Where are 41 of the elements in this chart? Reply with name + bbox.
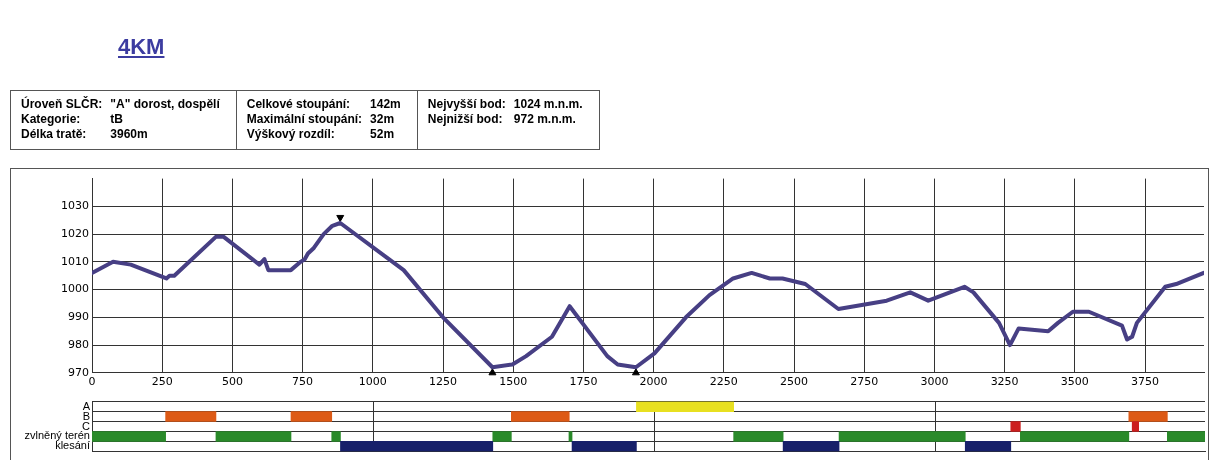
y-tick-label: zvlněný terén	[24, 429, 90, 442]
chart-title: 4KM	[118, 34, 165, 60]
x-tick-label: 2500	[780, 375, 809, 389]
bar	[838, 431, 966, 442]
x-tick-label: 1250	[429, 375, 458, 389]
text: Kategorie: tB	[21, 112, 124, 126]
bar	[636, 401, 734, 412]
x-tick-label: 1750	[569, 375, 598, 389]
x-tick-label: 1500	[499, 375, 528, 389]
y-tick-label: 970	[68, 365, 89, 379]
text: Délka tratě: 3960m	[21, 127, 148, 141]
y-tick-label: 1010	[61, 254, 89, 268]
y-tick-label: 1000	[61, 282, 89, 296]
bar	[733, 431, 784, 442]
text: Nejvyšší bod: 1024 m.n.m.	[427, 97, 584, 111]
x-tick-label: 250	[151, 375, 173, 389]
y-tick-label: 1030	[61, 199, 89, 213]
y-tick-label: 980	[68, 337, 89, 351]
x-tick-label: 3250	[990, 375, 1019, 389]
x-tick-label: 3000	[920, 375, 949, 389]
x-tick-label: 750	[292, 375, 314, 389]
x-tick-label: 0	[88, 375, 96, 389]
text: Výškový rozdíl: 52m	[246, 127, 395, 141]
x-tick-label: 2000	[639, 375, 668, 389]
x-tick-label: 500	[221, 375, 243, 389]
text: Maximální stoupání: 32m	[246, 112, 396, 126]
x-tick-label: 1000	[358, 375, 387, 389]
y-tick-label: B	[82, 409, 90, 422]
bar	[1020, 431, 1130, 442]
x-tick-label: 2750	[850, 375, 879, 389]
text: Nejnižší bod: 972 m.n.m.	[427, 112, 577, 126]
x-tick-label: 2250	[709, 375, 738, 389]
y-tick-label: 1020	[61, 226, 89, 240]
bar	[1167, 431, 1205, 442]
y-tick-label: 990	[68, 310, 89, 324]
y-tick-label: C	[82, 419, 91, 432]
x-tick-label: 3750	[1131, 375, 1160, 389]
y-tick-label: A	[82, 399, 91, 412]
x-tick-label: 3500	[1060, 375, 1089, 389]
text: Úroveň SLČR: "A" dorost, dospělí	[21, 97, 221, 111]
text: Celkové stoupání: 142m	[246, 97, 401, 111]
